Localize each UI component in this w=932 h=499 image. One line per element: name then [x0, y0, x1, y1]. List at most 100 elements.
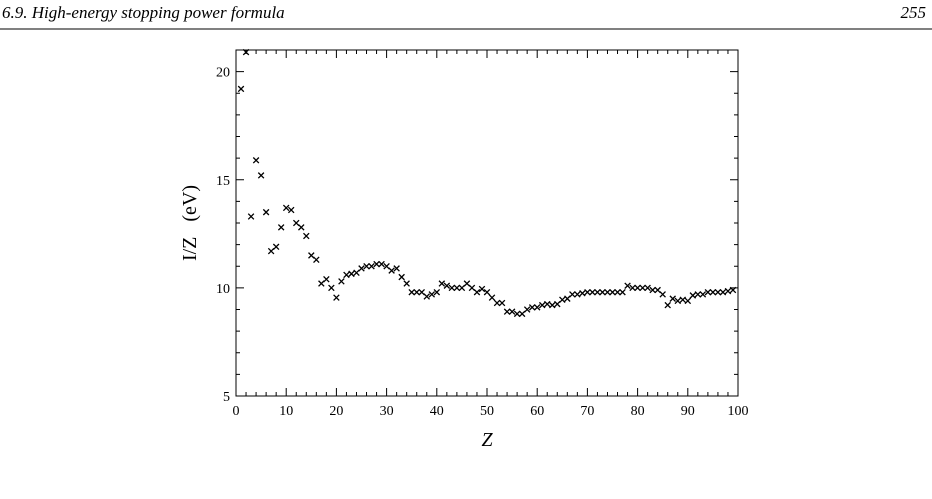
data-point: [674, 297, 682, 305]
data-point: [338, 278, 345, 285]
data-point: [257, 172, 265, 179]
data-point: [398, 273, 405, 281]
data-point: [333, 294, 340, 301]
data-point: [724, 287, 732, 295]
data-point: [458, 284, 466, 292]
data-point: [247, 213, 255, 220]
data-point: [343, 271, 350, 279]
x-tick-label: 80: [631, 404, 645, 419]
data-point: [518, 310, 526, 318]
data-point: [388, 267, 395, 274]
x-axis-label: Z: [481, 429, 493, 451]
data-point: [363, 262, 370, 270]
x-tick-label: 100: [728, 404, 749, 419]
data-point: [252, 157, 260, 164]
data-point: [709, 288, 717, 296]
data-point: [448, 284, 456, 292]
y-axis-label: I/Z (eV): [179, 185, 201, 261]
y-tick-label: 20: [216, 66, 230, 81]
x-tick-label: 20: [329, 404, 343, 419]
data-point: [564, 295, 571, 302]
data-point: [498, 299, 506, 307]
plot-frame: [235, 49, 739, 397]
x-tick-label: 50: [480, 404, 494, 419]
y-tick-label: 5: [223, 390, 230, 405]
x-tick-label: 90: [681, 404, 695, 419]
data-point: [438, 280, 446, 287]
data-point: [242, 48, 250, 56]
data-point: [418, 288, 425, 296]
data-point: [533, 304, 541, 311]
data-point: [313, 256, 320, 264]
y-tick-label: 15: [216, 174, 230, 189]
data-point: [237, 85, 245, 93]
data-point: [303, 232, 310, 240]
data-point: [473, 288, 481, 296]
data-point: [277, 224, 285, 231]
data-point: [358, 265, 365, 272]
data-point: [262, 208, 270, 216]
data-point: [468, 284, 476, 292]
data-point: [308, 252, 315, 259]
data-point: [428, 291, 436, 298]
data-point: [714, 288, 722, 296]
x-tick-label: 30: [380, 404, 394, 419]
data-point: [559, 296, 566, 304]
data-point: [318, 280, 325, 287]
x-tick-label: 10: [279, 404, 293, 419]
data-point: [669, 295, 676, 302]
data-point: [368, 262, 375, 270]
data-point: [654, 286, 661, 294]
data-point: [513, 310, 521, 318]
data-point: [679, 296, 687, 304]
data-point: [523, 306, 531, 313]
data-point: [649, 286, 656, 294]
data-point: [373, 260, 380, 268]
data-point: [298, 224, 305, 231]
data-point: [624, 282, 631, 289]
data-point: [272, 243, 280, 251]
data-point: [594, 288, 601, 296]
data-point: [478, 285, 486, 293]
data-point: [378, 260, 385, 268]
data-point: [644, 284, 651, 292]
running-head: 6.9. High-energy stopping power formula: [2, 3, 285, 22]
data-point: [629, 284, 636, 292]
data-point: [543, 300, 551, 308]
data-point: [694, 291, 702, 298]
data-point: [634, 284, 641, 292]
data-point: [292, 219, 300, 227]
data-point: [287, 206, 295, 214]
data-point: [604, 288, 611, 296]
data-point: [659, 291, 666, 298]
data-point: [267, 247, 275, 255]
data-point: [423, 293, 431, 300]
data-point: [554, 300, 561, 308]
data-point: [413, 288, 420, 296]
data-point: [704, 288, 712, 296]
data-point: [453, 284, 461, 292]
data-point: [353, 269, 360, 276]
data-point: [282, 204, 290, 212]
data-point: [639, 284, 646, 292]
data-point: [503, 308, 511, 315]
data-point: [549, 301, 556, 309]
data-point: [323, 275, 330, 283]
data-point: [443, 282, 451, 289]
data-point: [664, 301, 671, 309]
x-tick-label: 70: [580, 404, 594, 419]
data-point: [408, 288, 415, 296]
page-number: 255: [901, 3, 927, 22]
data-point: [538, 301, 546, 309]
data-point: [393, 265, 400, 272]
x-tick-label: 60: [530, 404, 544, 419]
data-point: [719, 288, 727, 296]
x-tick-label: 0: [233, 404, 240, 419]
x-tick-label: 40: [430, 404, 444, 419]
data-point: [579, 290, 586, 297]
data-point: [403, 280, 410, 287]
data-point: [729, 286, 737, 294]
data-point: [684, 297, 692, 305]
